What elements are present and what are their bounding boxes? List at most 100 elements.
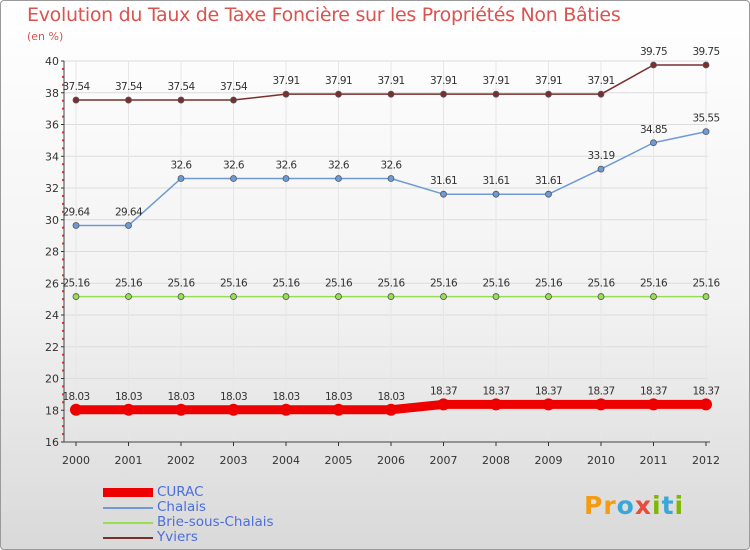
data-label-yviers: 37.91 [430,75,457,87]
data-label-chalais: 31.61 [430,175,457,187]
x-tick-label: 2005 [325,454,353,467]
data-point-brie-sous-chalais [335,293,342,300]
data-label-chalais: 31.61 [535,175,562,187]
data-label-curac: 18.03 [62,391,89,403]
y-tick-label: 26 [45,277,59,290]
y-minor-dot [62,337,64,340]
y-minor-dot [62,401,64,404]
data-point-chalais [597,165,605,173]
data-label-curac: 18.37 [587,385,614,397]
data-point-curac [332,403,345,416]
y-minor-dot [62,210,64,213]
y-tick-label: 36 [45,119,59,132]
data-label-brie-sous-chalais: 25.16 [640,278,668,290]
y-minor-dot [62,306,64,309]
data-label-curac: 18.37 [692,385,719,397]
data-point-curac [700,398,712,411]
data-point-chalais [177,175,185,182]
data-label-yviers: 37.54 [62,81,90,93]
y-minor-dot [62,107,64,110]
y-minor-dot [62,321,64,324]
data-point-chalais [545,190,552,198]
y-minor-dot [62,369,64,372]
data-point-curac [647,398,660,411]
data-label-brie-sous-chalais: 25.16 [272,278,300,290]
data-point-curac [122,403,135,416]
data-point-yviers [230,96,237,104]
y-minor-dot [62,298,64,301]
data-point-brie-sous-chalais [597,293,605,300]
data-point-yviers [282,90,290,98]
data-point-yviers [335,90,342,98]
series-curac: 18.03 18.03 18.03 18.03 18.03 18.03 18.03 18.37… [62,385,720,416]
y-tick-label: 34 [45,150,59,163]
data-point-brie-sous-chalais [702,293,710,300]
proxiti-logo: Proxiti [584,491,684,520]
data-label-yviers: 37.91 [377,75,404,87]
y-minor-dot [62,171,64,174]
data-point-chalais [335,175,342,182]
data-label-curac: 18.37 [640,385,667,397]
legend-swatch-yviers [103,536,153,539]
y-tick-label: 24 [45,309,59,322]
data-label-chalais: 29.64 [115,206,143,218]
data-point-yviers [492,90,500,98]
y-minor-dot [62,234,64,237]
y-tick-label: 32 [45,182,59,195]
x-tick-label: 2008 [482,454,510,467]
data-label-yviers: 37.54 [115,81,143,93]
data-point-brie-sous-chalais [72,293,80,300]
y-minor-dot [62,353,64,356]
data-point-curac [595,398,607,411]
data-label-chalais: 32.6 [223,159,245,171]
y-tick-label: 30 [45,214,59,227]
data-label-curac: 18.03 [325,391,352,403]
y-minor-dot [62,226,64,229]
data-point-yviers [387,90,395,98]
y-minor-dot [62,115,64,118]
data-point-chalais [650,139,657,147]
data-point-yviers [177,96,185,104]
data-label-yviers: 37.91 [587,75,614,87]
x-tick-label: 2006 [377,454,405,467]
data-label-curac: 18.03 [220,391,247,403]
data-label-curac: 18.03 [377,391,404,403]
data-label-brie-sous-chalais: 25.16 [430,278,458,290]
y-minor-dot [62,242,64,245]
y-minor-dot [62,425,64,428]
data-label-curac: 18.03 [167,391,194,403]
y-minor-dot [62,131,64,134]
y-minor-dot [62,385,64,388]
data-label-chalais: 32.6 [276,159,298,171]
data-label-brie-sous-chalais: 25.16 [220,278,248,290]
x-tick-label: 2007 [430,454,458,467]
y-minor-dot [62,83,64,86]
y-minor-dot [62,417,64,420]
y-minor-dot [62,194,64,197]
legend-label-curac: CURAC [157,484,204,500]
data-point-chalais [72,222,80,229]
y-tick-label: 38 [45,87,59,100]
y-minor-dot [62,163,64,166]
data-point-chalais [282,175,290,182]
data-label-brie-sous-chalais: 25.16 [377,278,405,290]
y-minor-dot [62,75,64,78]
data-point-chalais [230,175,237,182]
data-point-chalais [125,222,132,229]
data-point-yviers [72,96,80,104]
series-chalais: 29.64 29.64 32.6 32.6 32.6 32.6 32.6 31.61 31.61… [62,113,720,229]
y-minor-dot [62,99,64,102]
data-point-chalais [387,175,395,182]
data-label-curac: 18.37 [535,385,562,397]
data-label-yviers: 37.54 [167,81,195,93]
data-label-chalais: 32.6 [328,159,350,171]
x-tick-label: 2011 [640,454,668,467]
data-point-brie-sous-chalais [230,293,237,300]
x-tick-label: 2003 [220,454,248,467]
data-point-curac [70,403,82,416]
x-tick-label: 2004 [272,454,300,467]
logo-letter: o [616,491,635,520]
logo-letter: P [584,491,604,520]
y-tick-label: 16 [45,436,59,449]
data-label-curac: 18.37 [430,385,457,397]
